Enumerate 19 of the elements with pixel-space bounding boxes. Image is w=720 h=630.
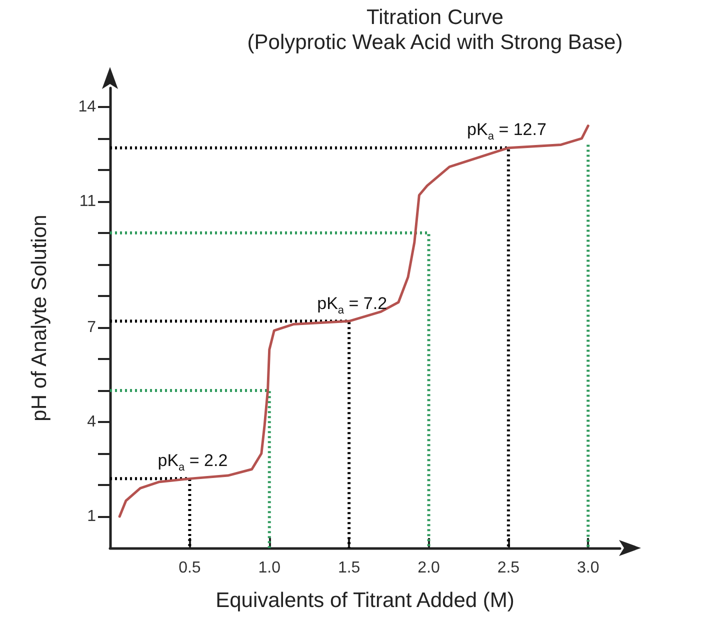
x-tick-label: 0.5 [178, 560, 201, 576]
x-tick-label: 1.5 [338, 560, 360, 576]
annotation: pK$_{a}$ = 7.2 [317, 294, 388, 316]
chart-subtitle: (Polyprotic Weak Acid with Strong Base) [247, 31, 623, 54]
x-tick-label: 3.0 [577, 560, 600, 576]
x-tick-label: 2.0 [418, 560, 440, 576]
chart-title: Titration Curve [366, 6, 504, 29]
x-tick-label: 1.0 [258, 560, 281, 576]
annotation: pK$_{a}$ = 12.7 [467, 120, 546, 143]
x-axis-title: Equivalents of Titrant Added (M) [216, 589, 514, 612]
y-axis-title: pH of Analyte Solution [28, 214, 51, 422]
annotation: pK$_{a}$ = 2.2 [158, 451, 228, 474]
y-tick-label: 1 [87, 508, 96, 525]
line-series [118, 124, 590, 518]
y-tick-label: 4 [87, 413, 96, 430]
y-tick-label: 7 [87, 318, 96, 336]
y-tick-label: 14 [78, 98, 96, 116]
y-tick-label: 11 [79, 192, 96, 210]
x-tick-label: 2.5 [497, 560, 520, 576]
